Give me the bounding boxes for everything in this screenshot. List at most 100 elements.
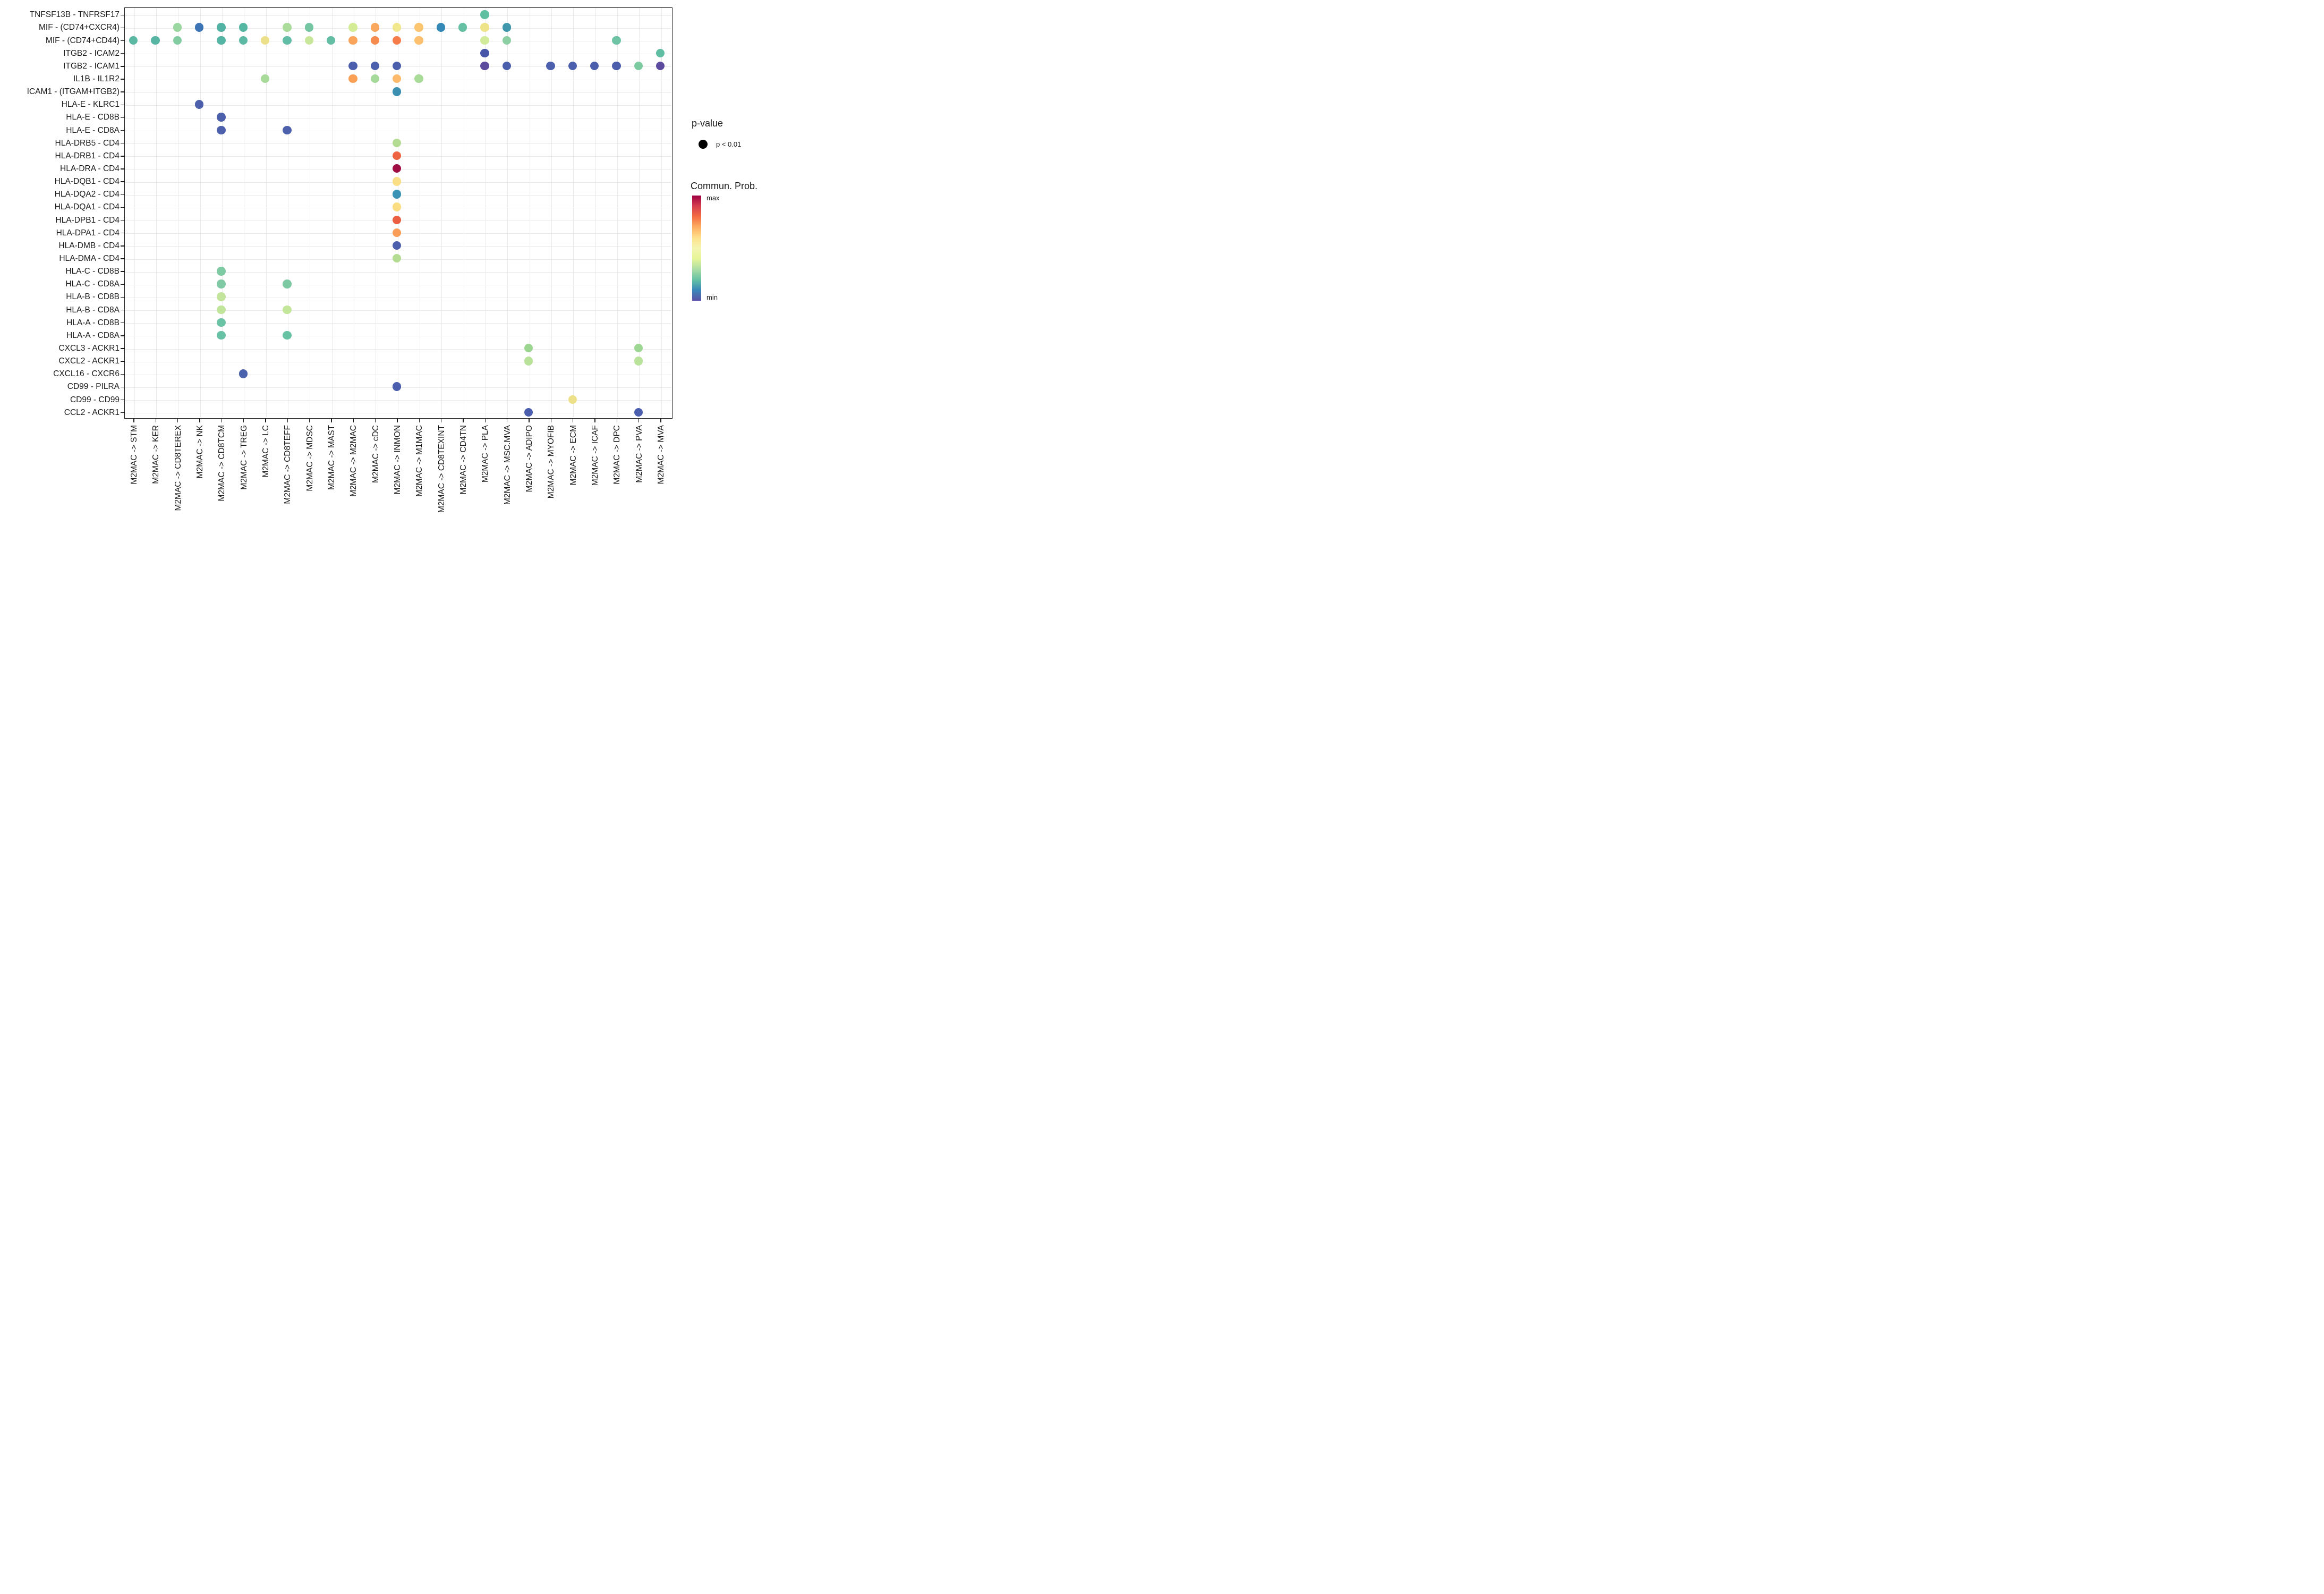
y-axis-tick (121, 374, 124, 375)
y-tick-label: HLA-DMB - CD4 (58, 241, 120, 250)
gridline (125, 105, 671, 106)
data-point (217, 305, 226, 315)
data-point (480, 23, 489, 32)
gridline (551, 8, 552, 418)
data-point (392, 36, 402, 45)
colorbar-gradient (692, 196, 701, 301)
data-point (656, 48, 665, 58)
data-point (217, 267, 226, 276)
gridline (617, 8, 618, 418)
colorbar-title: Commun. Prob. (691, 181, 758, 191)
x-tick-label: M2MAC -> INMON (393, 425, 402, 495)
y-tick-label: CD99 - CD99 (70, 395, 120, 404)
data-point (217, 279, 226, 289)
data-point (217, 125, 226, 135)
data-point (524, 357, 533, 366)
data-point (260, 74, 270, 83)
data-point (326, 36, 336, 45)
data-point (217, 36, 226, 45)
y-axis-tick (121, 207, 124, 208)
colorbar-max-label: max (706, 194, 720, 202)
x-tick-label: M2MAC -> CD8TCM (217, 425, 227, 502)
data-point (239, 369, 248, 378)
data-point (370, 61, 380, 71)
data-point (283, 36, 292, 45)
x-tick-label: M2MAC -> PVA (634, 425, 644, 483)
x-tick-label: M2MAC -> CD8TEXINT (437, 425, 446, 513)
gridline (639, 8, 640, 418)
data-point (283, 330, 292, 340)
y-tick-label: CD99 - PILRA (67, 382, 120, 392)
y-tick-label: HLA-DRB1 - CD4 (55, 151, 120, 160)
bubble-plot-figure: TNFSF13B - TNFRSF17 MIF - (CD74+CXCR4) MIF… (0, 0, 774, 531)
x-tick-label: M2MAC -> KER (151, 425, 161, 484)
data-point (634, 343, 643, 353)
y-axis-tick (121, 284, 124, 285)
x-axis-tick (660, 419, 661, 422)
plot-area (124, 7, 672, 419)
data-point (502, 23, 512, 32)
data-point (392, 164, 402, 173)
data-point (458, 23, 467, 32)
data-point (590, 61, 599, 71)
data-point (392, 87, 402, 96)
data-point (524, 408, 533, 417)
data-point (151, 36, 160, 45)
pvalue-legend-entry: p < 0.01 (716, 140, 742, 148)
data-point (392, 177, 402, 186)
data-point (217, 292, 226, 301)
data-point (634, 408, 643, 417)
data-point (173, 36, 182, 45)
y-tick-label: TNFSF13B - TNFRSF17 (29, 10, 120, 20)
x-tick-label: M2MAC -> LC (261, 425, 270, 478)
data-point (370, 36, 380, 45)
y-tick-label: HLA-C - CD8A (65, 279, 120, 289)
gridline (134, 8, 135, 418)
data-point (480, 36, 489, 45)
y-tick-label: HLA-DPB1 - CD4 (55, 215, 120, 225)
y-tick-label: HLA-DPA1 - CD4 (56, 228, 120, 238)
x-tick-label: M2MAC -> ECM (568, 425, 578, 486)
y-tick-label: HLA-B - CD8A (66, 305, 120, 315)
data-point (348, 36, 357, 45)
y-tick-label: IL1B - IL1R2 (73, 74, 120, 84)
y-tick-label: MIF - (CD74+CXCR4) (38, 23, 120, 32)
gridline (125, 400, 671, 401)
data-point (414, 36, 423, 45)
gridline (125, 310, 671, 311)
pvalue-legend-dot-icon (699, 140, 708, 149)
y-axis-tick (121, 53, 124, 54)
x-axis-tick (484, 419, 486, 422)
y-axis-tick (121, 91, 124, 92)
data-point (634, 357, 643, 366)
y-axis-tick (121, 335, 124, 336)
x-tick-label: M2MAC -> STM (130, 425, 139, 485)
y-axis-tick (121, 245, 124, 247)
x-axis-tick (133, 419, 134, 422)
y-tick-label: HLA-E - CD8B (66, 113, 120, 122)
data-point (239, 36, 248, 45)
data-point (392, 138, 402, 148)
data-point (194, 100, 204, 109)
data-point (217, 23, 226, 32)
data-point (194, 23, 204, 32)
data-point (414, 23, 423, 32)
x-axis-tick (287, 419, 288, 422)
x-tick-label: M2MAC -> M2MAC (349, 425, 359, 497)
y-axis-tick (121, 348, 124, 349)
gridline (222, 8, 223, 418)
data-point (436, 23, 446, 32)
data-point (480, 48, 489, 58)
y-axis-tick (121, 130, 124, 131)
y-tick-label: CXCL16 - CXCR6 (53, 369, 120, 379)
data-point (304, 23, 314, 32)
x-axis-tick (199, 419, 200, 422)
y-axis-tick (121, 412, 124, 413)
data-point (283, 279, 292, 289)
gridline (266, 8, 267, 418)
y-axis-tick (121, 219, 124, 221)
gridline (125, 349, 671, 350)
x-tick-label: M2MAC -> TREG (239, 425, 249, 490)
x-tick-label: M2MAC -> NK (195, 425, 205, 479)
gridline (156, 8, 157, 418)
